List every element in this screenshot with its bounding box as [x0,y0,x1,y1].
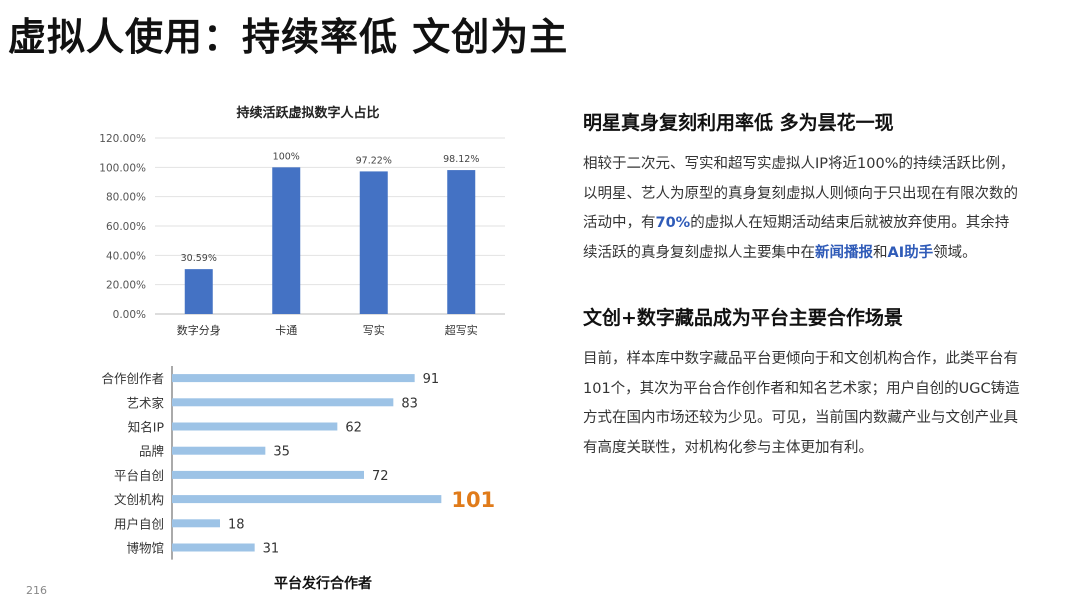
chart2-data-label: 35 [273,445,290,460]
chart2-data-label: 31 [263,542,280,557]
chart2-data-label: 72 [372,469,389,484]
body-text: 领域。 [933,244,977,261]
chart2-bar-5 [172,495,442,504]
body-text: 相较于二次元、写实和超写实虚拟人IP将近100%的持续活跃比例，以明星、艺人为原… [583,156,1018,231]
chart2-data-label: 83 [401,396,418,411]
chart1-y-tick-label: 100.00% [99,162,146,174]
chart1-bar-2 [359,171,388,314]
chart1-y-tick-label: 120.00% [99,133,146,145]
section-body-celebrity: 相较于二次元、写实和超写实虚拟人IP将近100%的持续活跃比例，以明星、艺人为原… [583,150,1023,268]
chart2-category-label: 合作创作者 [101,371,164,386]
charts-canvas: 持续活跃虚拟数字人占比 0.00% 20.00% 40.00% 60.00% 80.00%… [99,105,505,592]
chart2-data-label-highlight: 101 [451,488,495,512]
chart2-category-label: 艺术家 [126,395,164,410]
highlight-news: 新闻播报 [815,244,873,261]
chart1-bar-3 [447,170,476,314]
chart2-data-label: 18 [228,517,245,532]
page-title: 虚拟人使用：持续率低 文创为主 [8,15,569,59]
highlight-70-percent: 70% [655,215,691,231]
page-number: 216 [26,584,47,597]
chart2-data-label: 91 [423,372,440,387]
chart1-y-tick-label: 60.00% [106,221,146,233]
chart1-x-tick-label: 写实 [363,323,385,337]
chart2-bar-3 [172,446,266,455]
body-text: 的虚拟人在短期活动结束后就被放弃使用。其余持续活跃的真身复刻虚拟人主要集中在 [583,215,1010,261]
chart2-bar-0 [172,374,415,383]
chart1-x-tick-label: 卡通 [275,324,297,337]
chart2-category-label: 博物馆 [126,541,164,556]
chart1-data-label: 97.22% [356,155,392,166]
chart1-bar-1 [272,167,301,314]
highlight-ai-assistant: AI助手 [887,244,934,261]
chart1-y-tick-label: 80.00% [106,192,146,204]
chart1-y-tick-label: 0.00% [113,309,146,321]
chart2-bar-6 [172,519,220,528]
chart2-bar-1 [172,398,394,407]
section-body-cultural: 目前，样本库中数字藏品平台更倾向于和文创机构合作，此类平台有101个，其次为平台… [583,351,1020,456]
chart2-category-label: 平台自创 [114,468,164,483]
section-celebrity: 明星真身复刻利用率低 多为昙花一现 相较于二次元、写实和超写实虚拟人IP将近10… [583,110,1023,268]
chart1-data-label: 30.59% [181,253,217,264]
chart2-bar-2 [172,422,338,431]
text-column: 明星真身复刻利用率低 多为昙花一现 相较于二次元、写实和超写实虚拟人IP将近10… [583,110,1023,463]
platform-partner-bar-chart: 合作创作者 91 艺术家 83 知名IP 62 品牌 35 平台自创 72 文创机构 101 用户自创 1… [101,366,495,592]
chart2-title: 平台发行合作者 [274,575,372,592]
chart1-x-tick-label: 数字分身 [177,323,221,337]
active-ratio-bar-chart: 持续活跃虚拟数字人占比 0.00% 20.00% 40.00% 60.00% 80.00%… [99,105,505,337]
chart2-bar-7 [172,543,255,552]
chart1-x-tick-label: 超写实 [445,323,478,337]
section-heading-cultural: 文创+数字藏品成为平台主要合作场景 [583,307,903,329]
chart1-y-tick-label: 40.00% [106,250,146,262]
section-heading-celebrity: 明星真身复刻利用率低 多为昙花一现 [583,112,894,134]
chart1-data-label: 98.12% [443,154,479,165]
section-cultural: 文创+数字藏品成为平台主要合作场景 目前，样本库中数字藏品平台更倾向于和文创机构… [583,305,1023,463]
body-text: 和 [873,244,888,261]
chart2-data-label: 62 [345,421,362,436]
chart1-bar-0 [184,269,213,314]
chart1-y-tick-label: 20.00% [106,280,146,292]
chart1-title: 持续活跃虚拟数字人占比 [236,105,379,121]
chart2-category-label: 品牌 [139,444,164,459]
chart2-category-label: 文创机构 [114,492,164,507]
chart2-category-label: 用户自创 [114,516,164,531]
chart2-category-label: 知名IP [128,420,165,435]
chart2-bar-4 [172,470,364,479]
chart1-data-label: 100% [273,151,300,162]
